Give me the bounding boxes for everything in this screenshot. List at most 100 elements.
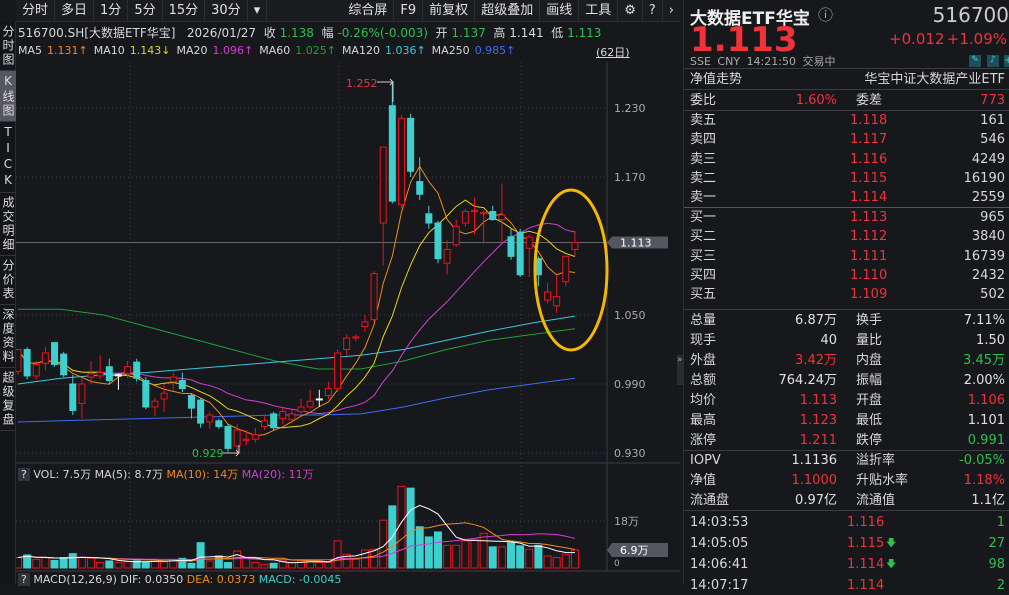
level-volume: 161 [980, 113, 1005, 128]
stat-label: 内盘 [856, 353, 883, 368]
bell-icon[interactable]: ♪ [987, 55, 999, 67]
orderbook-row[interactable]: 买三 1.111 16739 [690, 247, 1005, 266]
tools-button[interactable]: 工具 [579, 0, 619, 21]
nav-trend-row[interactable]: 净值走势 华宝中证大数据产业ETF [690, 70, 1005, 89]
volume-bar [251, 562, 260, 569]
orderbook-row[interactable]: 卖一 1.114 2559 [690, 188, 1005, 207]
macd-help-button[interactable]: ? [18, 573, 30, 586]
sidebar-item-3[interactable]: 成交明细 [0, 193, 16, 256]
ma-label: MA20 [176, 44, 208, 57]
ma-label: MA250 [431, 44, 470, 57]
sidebar-item-5[interactable]: 深度资料 [0, 305, 16, 368]
tab-multiday[interactable]: 多日 [55, 0, 95, 21]
composite-screen-button[interactable]: 综合屏 [342, 0, 395, 21]
y-tick-label: 0.930 [614, 447, 646, 460]
volume-bar [525, 548, 534, 569]
orderbook-row[interactable]: 卖五 1.118 161 [690, 111, 1005, 130]
volume-bar [406, 487, 415, 569]
wc-value: 773 [980, 93, 1005, 108]
volume-bar [488, 546, 497, 569]
volume-bar [433, 531, 442, 569]
tick-row: 14:07:17 1.114 2 [690, 576, 1005, 595]
orderbook-row[interactable]: 卖四 1.117 546 [690, 130, 1005, 149]
stat-row: 涨停 1.211 跌停 0.991 [690, 431, 1005, 450]
help-icon[interactable]: ? [643, 0, 663, 21]
stat-label: 总量 [690, 313, 717, 328]
volume-bar [443, 544, 452, 569]
volume-bar [68, 553, 77, 569]
orderbook-row[interactable]: 买五 1.109 502 [690, 285, 1005, 304]
volume-bar [452, 544, 461, 569]
chevron-right-icon[interactable]: › [668, 3, 674, 18]
volume-bar [324, 562, 333, 569]
level-volume: 2559 [971, 190, 1005, 206]
candle-down [69, 383, 77, 411]
level-volume: 546 [980, 132, 1005, 148]
sidebar-item-1[interactable]: K线图 [0, 71, 16, 122]
sidebar-item-2[interactable]: TICK [0, 122, 16, 193]
highlight-ellipse [533, 188, 609, 352]
orderbook-row[interactable]: 卖三 1.116 4249 [690, 150, 1005, 169]
f9-button[interactable]: F9 [394, 0, 424, 21]
orderbook-row[interactable]: 卖二 1.115 16190 [690, 169, 1005, 188]
stat-label: 换手 [856, 313, 883, 328]
macd-header: ? MACD(12,26,9) DIF: 0.0350 DEA: 0.0373 … [18, 573, 341, 586]
volume-help-button[interactable]: ? [18, 468, 30, 481]
candle-up [78, 383, 86, 405]
stat-value: 1.18% [963, 473, 1005, 488]
tab-1min[interactable]: 1分 [94, 0, 129, 21]
add-icon[interactable]: + [1004, 55, 1009, 67]
period-dropdown[interactable]: ▾ [248, 0, 268, 21]
stat-label: 净值 [690, 473, 717, 488]
adjust-button[interactable]: 前复权 [423, 0, 476, 21]
stat-label: 溢折率 [856, 453, 896, 468]
overlay-button[interactable]: 超级叠加 [475, 0, 541, 21]
orderbook-row[interactable]: 买四 1.110 2432 [690, 266, 1005, 285]
stat-label: 外盘 [690, 353, 717, 368]
stat-value: 1.211 [799, 433, 837, 448]
candle-up [114, 374, 122, 377]
sidebar-item-6[interactable]: 超级复盘 [0, 368, 16, 431]
gear-icon[interactable]: ⚙ [618, 0, 643, 21]
info-icon[interactable]: ⓘ [818, 6, 834, 24]
volume-bar [196, 542, 205, 569]
stat-row: 净值 1.1000 升贴水率 1.18% [690, 471, 1005, 490]
volume-bar [287, 562, 296, 569]
stat-label: 开盘 [856, 393, 883, 408]
tick-price: 1.114 [847, 578, 885, 593]
candle-up [553, 296, 561, 307]
open-value: 1.137 [451, 26, 486, 40]
tab-30min[interactable]: 30分 [205, 0, 248, 21]
volume-bar [233, 550, 242, 569]
tab-fenshi[interactable]: 分时 [16, 0, 56, 21]
vol-value: VOL: 7.5万 [33, 468, 92, 481]
collapse-panel-handle[interactable]: » [677, 355, 683, 385]
candle-up [160, 392, 168, 400]
sidebar-item-0[interactable]: 分时图 [0, 22, 16, 71]
tab-15min[interactable]: 15分 [163, 0, 206, 21]
nav-trend-link[interactable]: 净值走势 [690, 72, 743, 87]
trade-status: 交易中 [802, 55, 836, 68]
vol-ma5-line [17, 504, 575, 564]
close-value: 1.138 [279, 26, 314, 40]
kline-chart[interactable]: 1.230 1.170 1.050 0.990 0.930 18万 0 1.113 6.9万 1.… [0, 0, 680, 584]
stat-label: 涨停 [690, 433, 717, 448]
orderbook-row[interactable]: 买二 1.112 3840 [690, 227, 1005, 246]
stat-value: 764.24万 [778, 373, 838, 388]
tick-volume: 2 [996, 578, 1005, 593]
volume-bar [223, 562, 232, 569]
orderbook-row[interactable]: 买一 1.113 965 [690, 208, 1005, 227]
ma-label: MA5 [18, 44, 43, 57]
level-label: 卖四 [690, 132, 717, 148]
draw-button[interactable]: 画线 [540, 0, 580, 21]
sidebar-item-4[interactable]: 分价表 [0, 256, 16, 305]
period-count[interactable]: (62日) [596, 46, 630, 59]
candle-up [544, 291, 552, 301]
stat-label: 均价 [690, 393, 717, 408]
stat-value: 1.101 [967, 413, 1005, 428]
ma250-line [17, 377, 575, 423]
tab-5min[interactable]: 5分 [128, 0, 163, 21]
edit-icon[interactable]: ✎ [969, 55, 981, 67]
volume-bar [297, 560, 306, 569]
stat-label: 跌停 [856, 433, 883, 448]
